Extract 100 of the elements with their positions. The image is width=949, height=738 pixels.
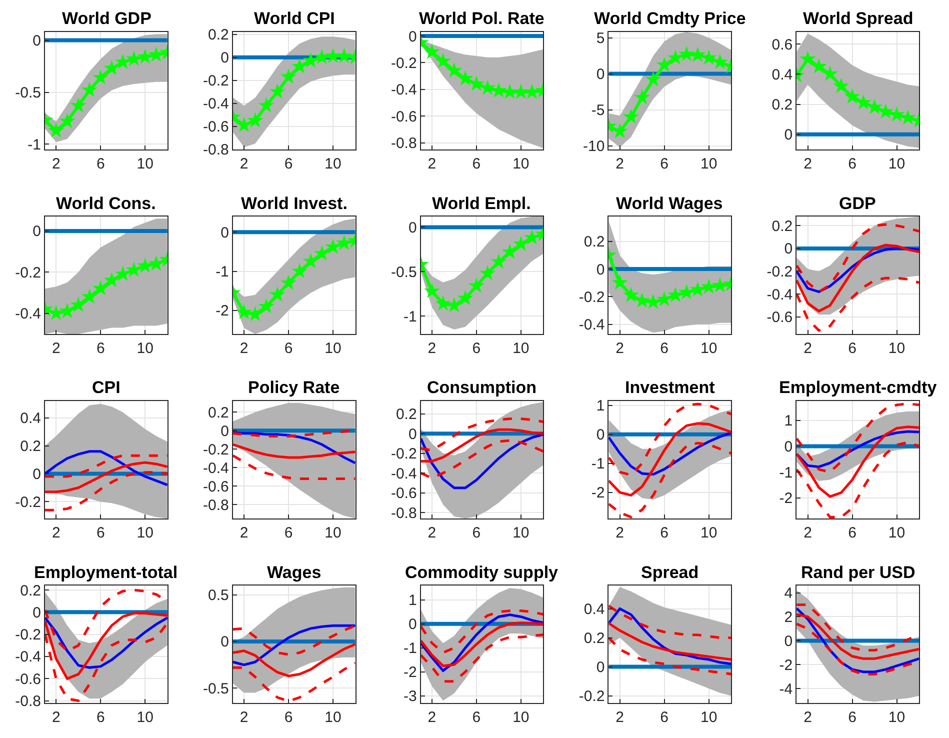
y-tick-label: 0 (220, 50, 229, 67)
y-tick-label: -0.5 (15, 84, 41, 102)
y-tick-label: 0 (408, 616, 417, 634)
x-tick-label: 10 (136, 155, 154, 172)
x-tick-label: 2 (804, 155, 812, 172)
point (457, 290, 474, 306)
x-tick-label: 6 (284, 709, 293, 726)
y-tick-label: 0 (32, 466, 41, 483)
y-tick-label: -0.2 (203, 72, 229, 90)
point (269, 83, 286, 99)
y-tick-label: -0.2 (390, 54, 417, 72)
y-tick-label: -2 (591, 484, 605, 502)
y-tick-label: 0.2 (396, 406, 417, 424)
chart-title: World Cmdty Price (594, 9, 746, 28)
point (92, 69, 109, 85)
point (622, 286, 639, 302)
line-series (608, 432, 732, 476)
point (822, 66, 838, 81)
y-tick-label: -0.4 (766, 286, 793, 304)
x-tick-label: 2 (240, 709, 248, 726)
x-tick-label: 2 (428, 524, 436, 542)
line-series (796, 402, 919, 474)
y-tick-label: 0 (596, 66, 605, 84)
y-tick-label: 0 (596, 261, 605, 278)
point (70, 97, 86, 113)
point (247, 112, 264, 128)
y-tick-label: 2 (784, 608, 793, 626)
y-tick-label: -0.8 (390, 135, 417, 152)
chart-title: World CPI (254, 9, 335, 28)
y-tick-label: 0 (408, 426, 417, 443)
line-series (232, 662, 356, 702)
line-series (796, 276, 919, 332)
y-tick-label: -4 (779, 680, 793, 698)
chart-title: Policy Rate (248, 378, 340, 397)
chart-title: Employment-cmdty (779, 378, 938, 397)
point (269, 286, 286, 302)
x-tick-label: 6 (472, 340, 481, 357)
point (435, 52, 452, 68)
x-tick-label: 2 (616, 155, 624, 172)
point (104, 272, 120, 288)
x-tick-label: 2 (240, 340, 248, 357)
x-tick-label: 10 (512, 340, 530, 357)
y-tick-label: -0.4 (390, 465, 417, 482)
x-tick-label: 10 (136, 340, 154, 357)
point (656, 56, 672, 72)
y-tick-label: 1 (408, 592, 417, 610)
y-tick-label: -2 (403, 664, 417, 682)
line-series (420, 418, 544, 452)
y-tick-label: 0 (220, 224, 229, 242)
line-series (45, 471, 168, 512)
y-tick-label: 0.5 (208, 587, 229, 604)
y-tick-label: -0.8 (203, 142, 229, 159)
x-tick-label: 6 (96, 155, 105, 172)
point (258, 298, 274, 314)
y-tick-label: -3 (403, 688, 417, 706)
line-series (796, 223, 919, 294)
x-tick-label: 6 (284, 155, 293, 172)
point (92, 280, 109, 296)
line-series (420, 614, 544, 672)
y-tick-label: 0.2 (772, 218, 793, 235)
point (612, 274, 628, 290)
y-tick-label: -0.2 (578, 288, 605, 306)
x-tick-label: 10 (324, 155, 342, 172)
y-tick-label: 0 (408, 219, 417, 236)
x-tick-label: 6 (848, 709, 856, 726)
y-tick-label: -0.6 (390, 485, 417, 502)
x-tick-label: 10 (888, 340, 906, 357)
y-tick-label: -0.2 (390, 446, 417, 463)
line-series (232, 624, 356, 656)
y-tick-label: -0.4 (390, 82, 417, 99)
y-tick-label: 0.6 (772, 36, 793, 54)
line-series (45, 450, 168, 486)
y-tick-label: -1 (403, 640, 417, 658)
x-tick-label: 2 (428, 155, 436, 172)
line-series (796, 441, 919, 518)
y-tick-label: -0.2 (578, 688, 605, 706)
x-tick-label: 10 (888, 155, 906, 172)
line-series (232, 624, 356, 666)
chart-title: Commodity supply (405, 563, 559, 582)
point (435, 295, 452, 311)
point (126, 50, 142, 66)
line-series (796, 244, 919, 312)
y-tick-label: 0 (408, 28, 417, 46)
line-series (45, 616, 168, 669)
y-tick-label: 0 (784, 632, 793, 650)
y-tick-label: 0.4 (772, 66, 793, 84)
y-tick-label: 0 (784, 126, 793, 144)
point (810, 58, 827, 74)
chart-title: World Spread (803, 9, 914, 28)
x-tick-label: 6 (660, 709, 669, 726)
chart-title: Spread (641, 563, 699, 582)
point (480, 265, 496, 280)
x-tick-label: 10 (888, 709, 906, 726)
line-series (420, 621, 544, 668)
point (446, 62, 462, 78)
chart-title: Investment (625, 378, 716, 397)
chart-title: World Wages (616, 194, 723, 213)
line-series (232, 454, 356, 480)
x-tick-label: 6 (848, 155, 856, 172)
point (502, 244, 518, 259)
